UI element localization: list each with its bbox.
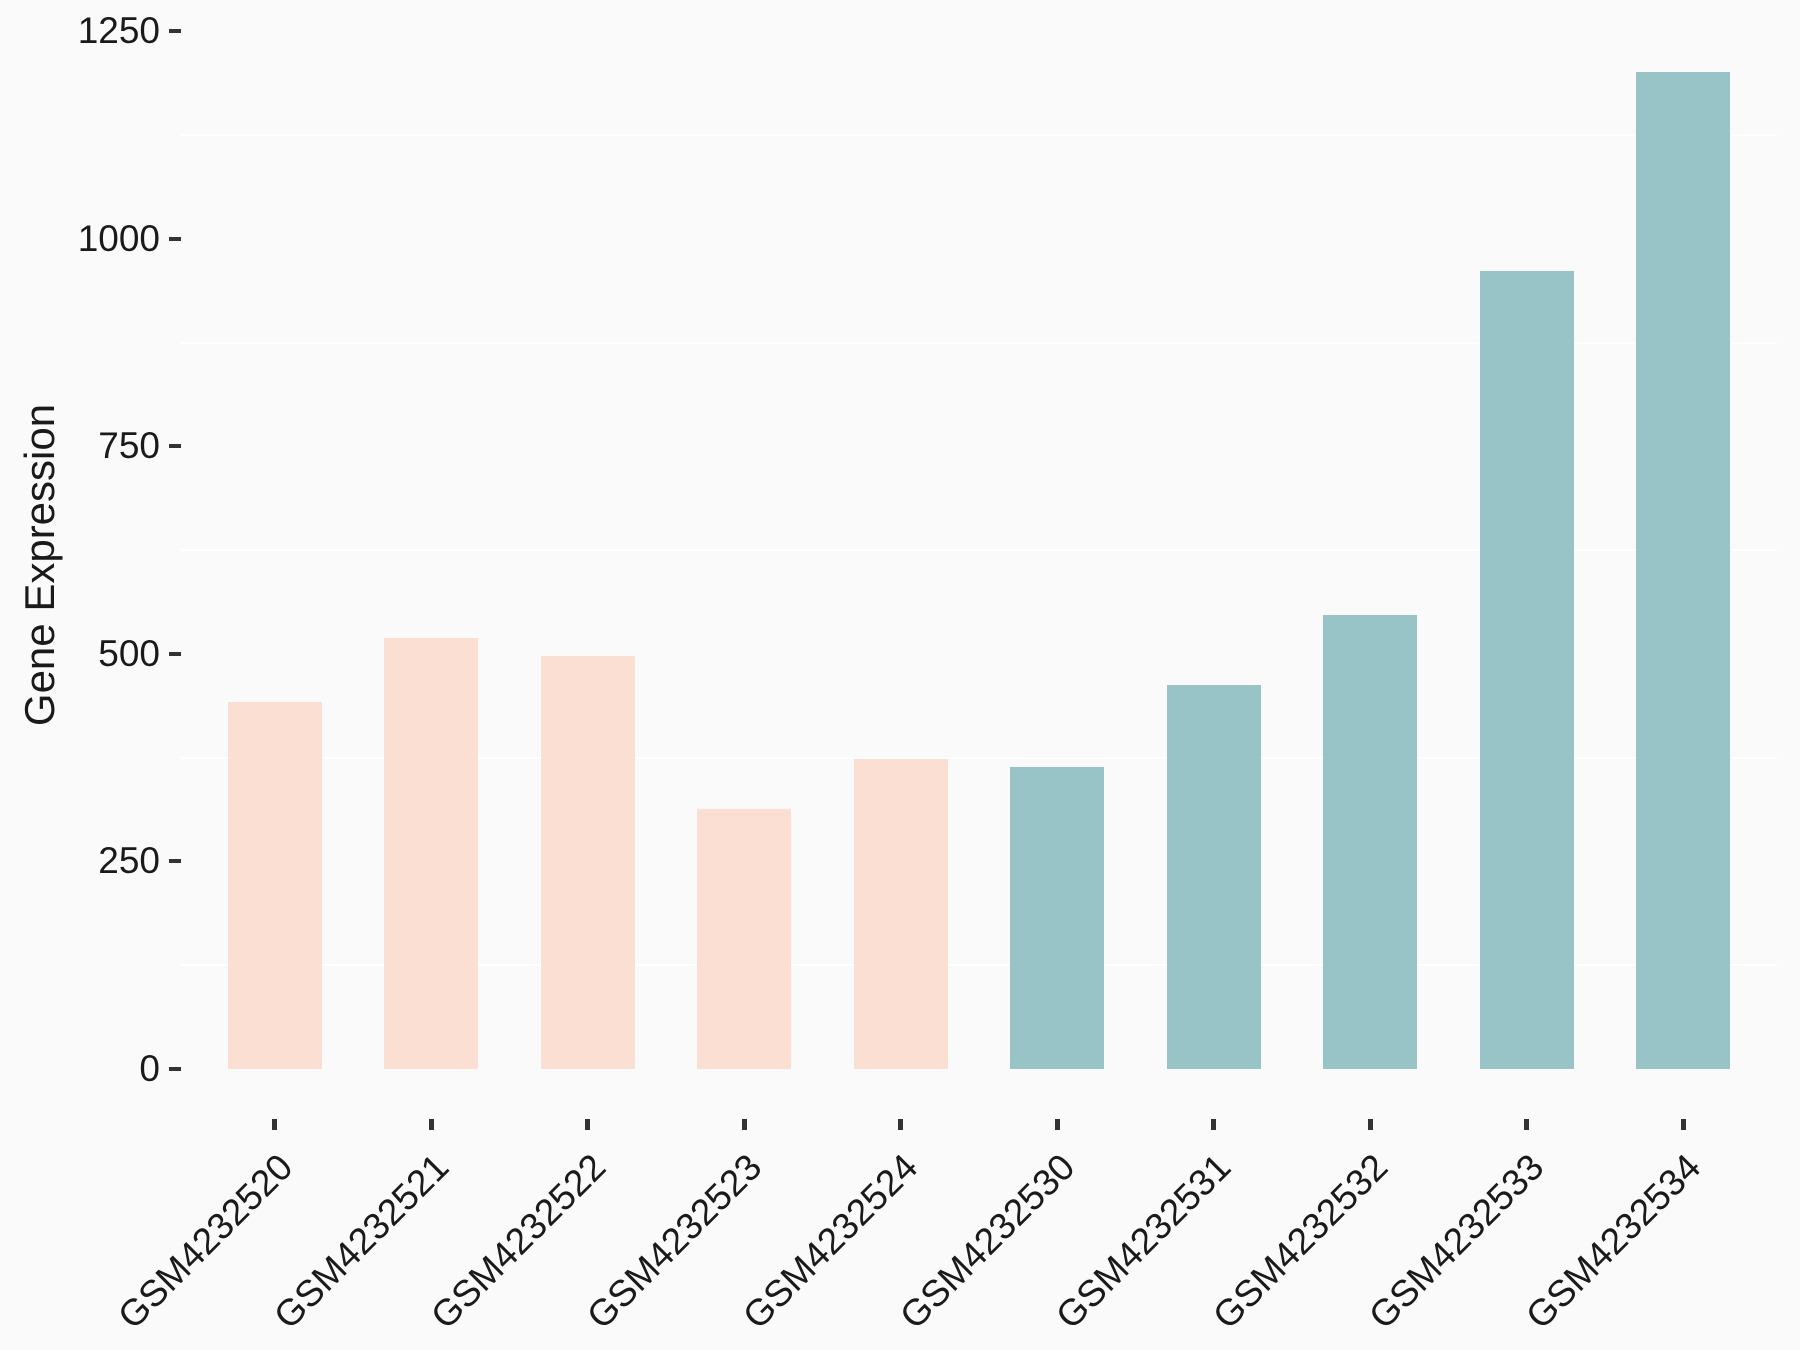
x-tick-mark-GSM4232520 [272, 1119, 278, 1130]
x-tick-mark-GSM4232530 [1054, 1119, 1060, 1130]
minor-gridline-125 [181, 964, 1777, 967]
x-tick-mark-GSM4232522 [585, 1119, 591, 1130]
bar-GSM4232533 [1479, 271, 1574, 1069]
x-tick-mark-GSM4232533 [1524, 1119, 1530, 1130]
bar-GSM4232532 [1323, 614, 1418, 1069]
x-tick-mark-GSM4232521 [428, 1119, 434, 1130]
y-tick-label-500: 500 [98, 632, 160, 674]
bar-GSM4232521 [384, 638, 479, 1069]
y-tick-mark-1250 [169, 29, 181, 34]
y-tick-mark-0 [169, 1067, 181, 1071]
minor-gridline-875 [181, 341, 1777, 344]
y-tick-label-1000: 1000 [77, 217, 160, 259]
bar-GSM4232523 [697, 809, 792, 1069]
x-tick-mark-GSM4232531 [1211, 1119, 1217, 1130]
bar-GSM4232524 [853, 759, 948, 1069]
gridlines-layer [181, 22, 1777, 1119]
y-tick-label-250: 250 [98, 840, 160, 882]
y-tick-mark-1000 [169, 236, 181, 241]
bar-GSM4232531 [1166, 684, 1261, 1069]
bar-GSM4232530 [1010, 766, 1105, 1069]
minor-gridline-625 [181, 549, 1777, 552]
y-tick-label-1250: 1250 [77, 10, 160, 52]
x-tick-mark-GSM4232532 [1367, 1119, 1373, 1130]
x-tick-mark-GSM4232534 [1680, 1119, 1686, 1130]
minor-gridline-1125 [181, 134, 1777, 137]
x-tick-mark-GSM4232523 [741, 1119, 747, 1130]
y-tick-mark-500 [169, 651, 181, 656]
bar-GSM4232520 [227, 702, 322, 1069]
bar-GSM4232534 [1636, 71, 1731, 1069]
bars-layer [181, 22, 1777, 1119]
y-tick-label-0: 0 [139, 1048, 160, 1089]
x-tick-mark-GSM4232524 [898, 1119, 904, 1130]
minor-gridline-375 [181, 756, 1777, 759]
y-tick-mark-750 [169, 444, 181, 449]
bar-GSM4232522 [540, 656, 635, 1069]
y-tick-mark-250 [169, 859, 181, 864]
plot-panel [181, 22, 1777, 1119]
y-tick-label-750: 750 [98, 425, 160, 467]
